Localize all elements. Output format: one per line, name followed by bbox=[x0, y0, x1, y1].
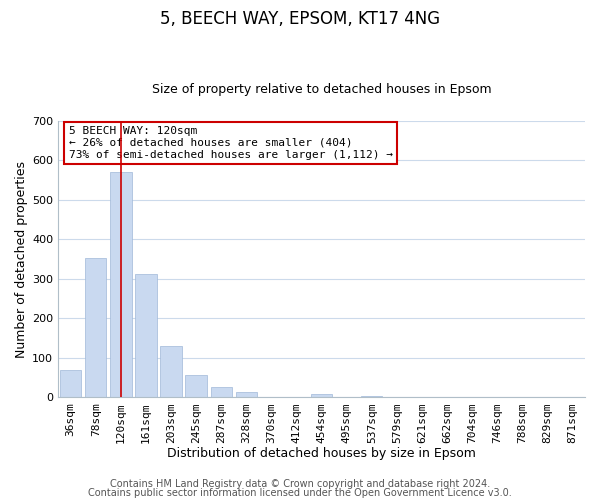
Bar bbox=[135, 274, 157, 398]
Text: Contains public sector information licensed under the Open Government Licence v3: Contains public sector information licen… bbox=[88, 488, 512, 498]
X-axis label: Distribution of detached houses by size in Epsom: Distribution of detached houses by size … bbox=[167, 447, 476, 460]
Title: Size of property relative to detached houses in Epsom: Size of property relative to detached ho… bbox=[152, 83, 491, 96]
Bar bbox=[160, 346, 182, 398]
Y-axis label: Number of detached properties: Number of detached properties bbox=[15, 160, 28, 358]
Bar bbox=[236, 392, 257, 398]
Text: Contains HM Land Registry data © Crown copyright and database right 2024.: Contains HM Land Registry data © Crown c… bbox=[110, 479, 490, 489]
Text: 5, BEECH WAY, EPSOM, KT17 4NG: 5, BEECH WAY, EPSOM, KT17 4NG bbox=[160, 10, 440, 28]
Bar bbox=[110, 172, 131, 398]
Bar bbox=[211, 387, 232, 398]
Bar bbox=[60, 370, 82, 398]
Bar bbox=[311, 394, 332, 398]
Text: 5 BEECH WAY: 120sqm
← 26% of detached houses are smaller (404)
73% of semi-detac: 5 BEECH WAY: 120sqm ← 26% of detached ho… bbox=[68, 126, 392, 160]
Bar bbox=[361, 396, 382, 398]
Bar bbox=[185, 374, 207, 398]
Bar bbox=[85, 258, 106, 398]
